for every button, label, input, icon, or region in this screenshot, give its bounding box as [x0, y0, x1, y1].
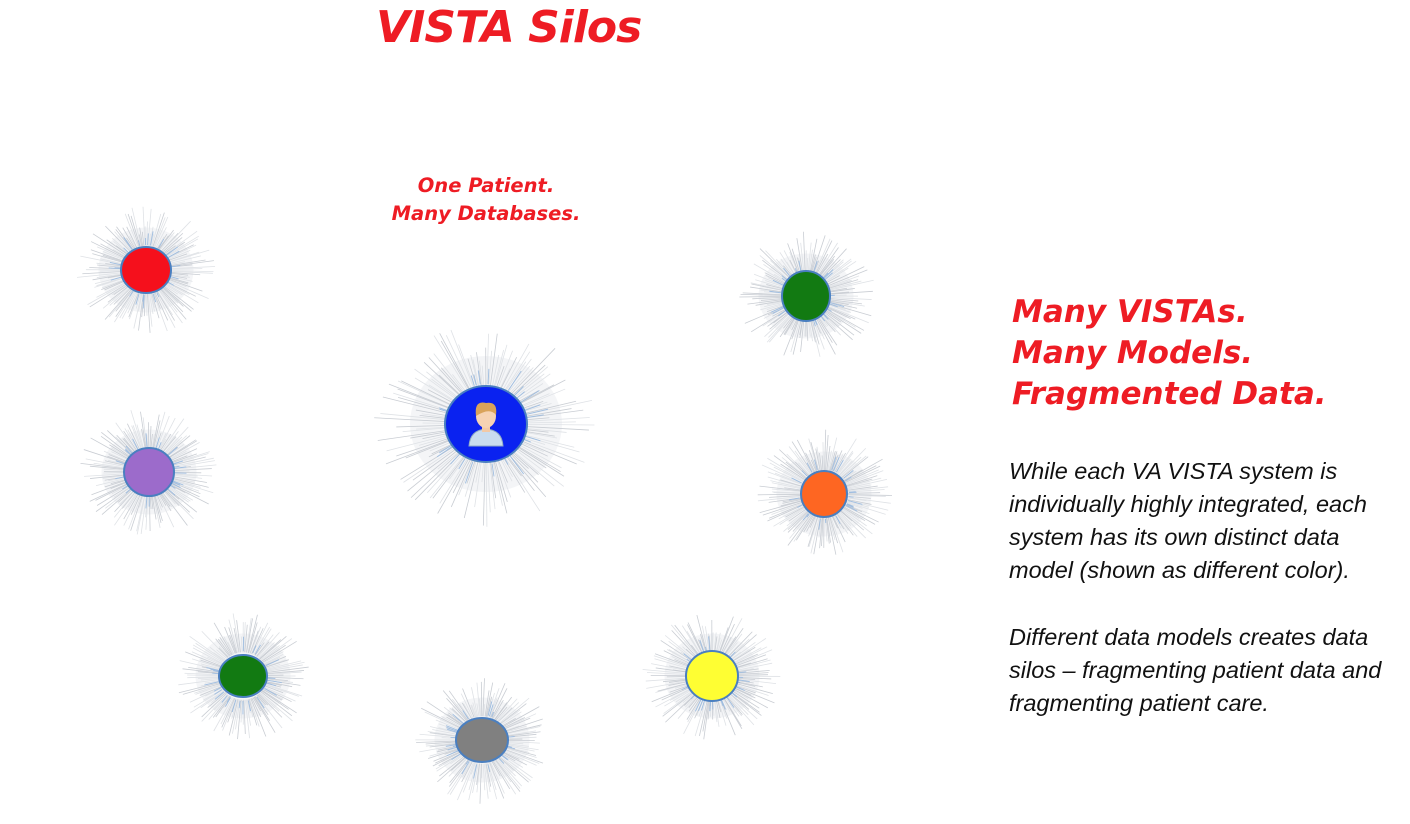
description-line: individually highly integrated, each: [1009, 491, 1367, 517]
headline: Many VISTAs. Many Models. Fragmented Dat…: [1012, 292, 1327, 415]
vista-node-red: [66, 200, 226, 340]
vista-node-green-bottom: [163, 606, 323, 746]
description-line: fragmenting patient care.: [1009, 690, 1269, 716]
description-line: model (shown as different color).: [1009, 557, 1350, 583]
node-disc: [781, 270, 831, 322]
node-disc: [800, 470, 848, 518]
vista-node-gray: [402, 670, 562, 810]
patient-caption-line-2: Many Databases.: [391, 202, 581, 225]
description-line: silos – fragmenting patient data and: [1009, 657, 1382, 683]
patient-caption-line-1: One Patient.: [417, 174, 555, 197]
node-disc: [120, 246, 172, 294]
description-line: system has its own distinct data: [1009, 524, 1340, 550]
node-disc: [685, 650, 739, 702]
description-paragraph-2: Different data models creates data silos…: [1009, 621, 1404, 720]
node-burst-rays: [739, 231, 874, 357]
description-paragraph-1: While each VA VISTA system is individual…: [1009, 455, 1404, 587]
node-burst-rays: [757, 429, 893, 555]
headline-line-1: Many VISTAs.: [1012, 294, 1248, 330]
node-burst-rays: [76, 206, 216, 333]
headline-line-2: Many Models.: [1012, 335, 1254, 371]
patient-node: [374, 329, 596, 527]
headline-line-3: Fragmented Data.: [1012, 376, 1327, 412]
description-line: Different data models creates data: [1009, 624, 1369, 650]
node-disc: [123, 447, 175, 497]
node-disc: [218, 654, 268, 698]
node-burst-rays: [642, 614, 781, 740]
description-line: While each VA VISTA system is: [1009, 458, 1338, 484]
node-burst-rays: [80, 410, 217, 535]
patient-icon: [468, 402, 504, 447]
vista-node-green-top: [726, 226, 886, 366]
node-burst-rays: [374, 329, 595, 527]
vista-node-yellow: [632, 606, 792, 746]
vista-node-orange: [744, 424, 904, 564]
page-title: VISTA Silos: [376, 2, 642, 53]
patient-caption: One Patient. Many Databases.: [370, 172, 602, 228]
node-burst-rays: [415, 678, 544, 804]
node-burst-rays: [178, 613, 309, 740]
vista-node-purple: [69, 402, 229, 542]
node-disc: [455, 717, 509, 763]
